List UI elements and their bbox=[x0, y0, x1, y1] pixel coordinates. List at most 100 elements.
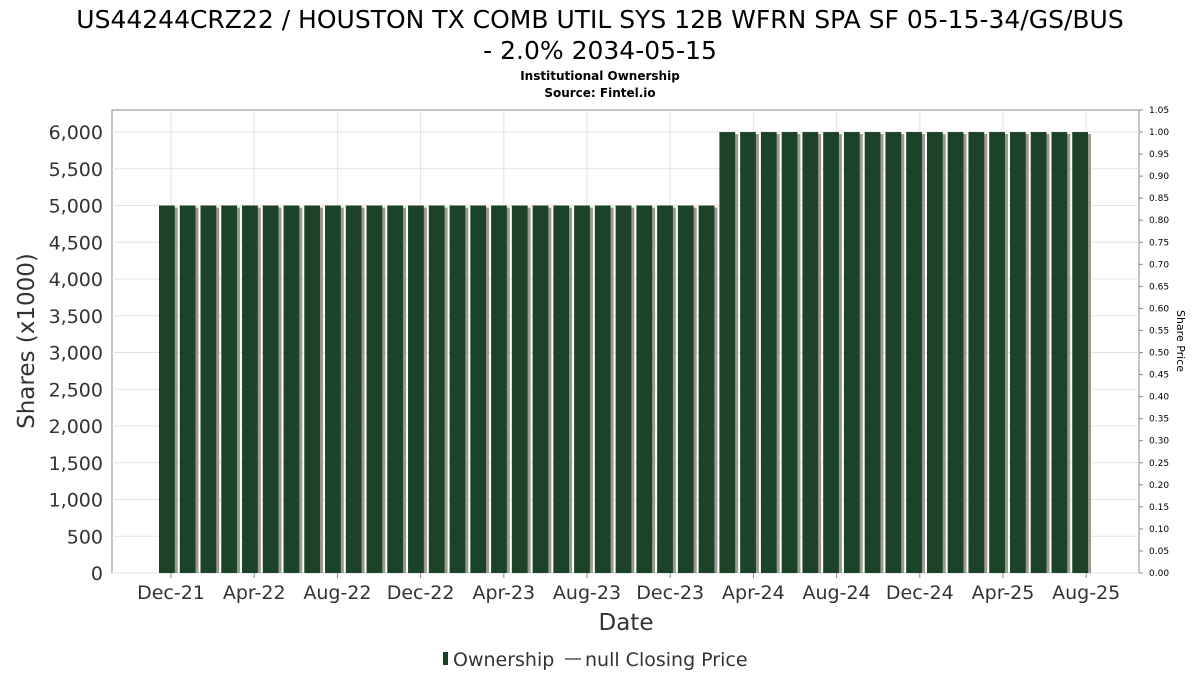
ownership-bar bbox=[698, 205, 715, 574]
ownership-bar bbox=[304, 205, 321, 574]
right-tick-label: 0.95 bbox=[1149, 150, 1169, 160]
ownership-bar bbox=[1072, 132, 1088, 574]
right-tick-label: 0.45 bbox=[1149, 371, 1169, 381]
ownership-bar bbox=[885, 132, 902, 574]
x-axis-ticks: Dec-21 Apr-22 Aug-22 Dec-22 Apr-23 Aug-23 Dec-… bbox=[137, 573, 1120, 604]
ownership-bar bbox=[926, 132, 943, 574]
ownership-bar bbox=[1009, 132, 1026, 574]
ownership-bar bbox=[594, 205, 611, 574]
ownership-bar bbox=[574, 205, 590, 574]
ownership-bar bbox=[636, 205, 653, 574]
x-tick-label: Apr-25 bbox=[972, 582, 1035, 604]
ownership-bar bbox=[491, 205, 507, 574]
ownership-bar bbox=[740, 132, 756, 574]
x-tick-label: Aug-25 bbox=[1052, 582, 1120, 604]
right-tick-label: 0.85 bbox=[1149, 194, 1169, 204]
right-tick-label: 1.05 bbox=[1149, 106, 1169, 116]
y-tick-label: 0 bbox=[91, 563, 103, 585]
y-tick-label: 3,500 bbox=[49, 306, 103, 328]
ownership-bar bbox=[366, 205, 383, 574]
right-tick-label: 1.00 bbox=[1149, 128, 1169, 138]
right-tick-label: 0.30 bbox=[1149, 437, 1169, 447]
y-tick-label: 5,500 bbox=[49, 159, 103, 181]
y-tick-label: 6,000 bbox=[49, 122, 103, 144]
x-tick-label: Aug-22 bbox=[303, 582, 371, 604]
x-tick-label: Apr-23 bbox=[472, 582, 535, 604]
ownership-bar bbox=[968, 132, 985, 574]
chart-subtitle-source: Source: Fintel.io bbox=[544, 86, 655, 100]
right-tick-label: 0.25 bbox=[1149, 459, 1169, 469]
ownership-bar bbox=[179, 205, 196, 574]
ownership-bar bbox=[864, 132, 881, 574]
ownership-bar bbox=[408, 205, 424, 574]
ownership-bar bbox=[200, 205, 217, 574]
ownership-bar bbox=[1030, 132, 1047, 574]
chart-title-line1: US44244CRZ22 / HOUSTON TX COMB UTIL SYS … bbox=[76, 5, 1123, 34]
y-tick-label: 5,000 bbox=[49, 196, 103, 218]
x-tick-label: Apr-22 bbox=[223, 582, 286, 604]
legend: Ownership null Closing Price bbox=[443, 649, 748, 671]
ownership-bar bbox=[325, 205, 341, 574]
legend-ownership-label: Ownership bbox=[453, 649, 554, 671]
ownership-bar bbox=[989, 132, 1005, 574]
ownership-bar bbox=[159, 205, 175, 574]
right-tick-label: 0.60 bbox=[1149, 304, 1169, 314]
y-tick-label: 500 bbox=[67, 526, 103, 548]
ownership-bar bbox=[553, 205, 570, 574]
ownership-bar bbox=[511, 205, 528, 574]
right-tick-label: 0.90 bbox=[1149, 172, 1169, 182]
ownership-bar bbox=[345, 205, 362, 574]
y-axis-ticks: 0 500 1,000 1,500 2,000 2,500 3,000 3,500 4,000 4… bbox=[49, 122, 103, 585]
right-tick-label: 0.15 bbox=[1149, 503, 1169, 513]
right-tick-label: 0.75 bbox=[1149, 238, 1169, 248]
ownership-bar bbox=[719, 132, 736, 574]
y-tick-label: 4,500 bbox=[49, 232, 103, 254]
ownership-bar bbox=[947, 132, 964, 574]
y-tick-label: 1,500 bbox=[49, 453, 103, 475]
ownership-bar bbox=[843, 132, 860, 574]
bars-group bbox=[159, 132, 1091, 574]
right-tick-label: 0.20 bbox=[1149, 481, 1169, 491]
ownership-bar bbox=[781, 132, 798, 574]
right-tick-label: 0.70 bbox=[1149, 260, 1169, 270]
right-tick-label: 0.80 bbox=[1149, 216, 1169, 226]
y-tick-label: 2,000 bbox=[49, 416, 103, 438]
ownership-bar bbox=[657, 205, 673, 574]
x-tick-label: Dec-24 bbox=[886, 582, 954, 604]
ownership-bar bbox=[470, 205, 487, 574]
right-tick-label: 0.40 bbox=[1149, 393, 1169, 403]
y-tick-label: 4,000 bbox=[49, 269, 103, 291]
ownership-bar bbox=[802, 132, 819, 574]
x-axis-title: Date bbox=[599, 610, 654, 636]
x-tick-label: Dec-23 bbox=[636, 582, 704, 604]
ownership-bar bbox=[242, 205, 258, 574]
ownership-bar bbox=[823, 132, 839, 574]
right-axis-ticks: 0.00 0.05 0.10 0.15 0.20 0.25 0.30 0.35 0.40 0.45… bbox=[1139, 106, 1169, 579]
x-tick-label: Apr-24 bbox=[722, 582, 785, 604]
ownership-bar bbox=[760, 132, 777, 574]
ownership-bar bbox=[221, 205, 238, 574]
x-tick-label: Aug-23 bbox=[553, 582, 621, 604]
ownership-bar bbox=[262, 205, 279, 574]
x-tick-label: Dec-21 bbox=[137, 582, 205, 604]
x-tick-label: Aug-24 bbox=[803, 582, 871, 604]
right-tick-label: 0.05 bbox=[1149, 547, 1169, 557]
ownership-bar bbox=[906, 132, 922, 574]
ownership-bar bbox=[532, 205, 549, 574]
ownership-bar bbox=[449, 205, 466, 574]
right-tick-label: 0.50 bbox=[1149, 349, 1169, 359]
y-axis-title: Shares (x1000) bbox=[14, 253, 40, 429]
legend-ownership-swatch bbox=[443, 652, 448, 665]
chart-subtitle-ownership: Institutional Ownership bbox=[520, 69, 680, 83]
right-axis-title: Share Price bbox=[1174, 310, 1187, 372]
right-tick-label: 0.00 bbox=[1149, 569, 1169, 579]
x-tick-label: Dec-22 bbox=[387, 582, 455, 604]
right-tick-label: 0.10 bbox=[1149, 525, 1169, 535]
ownership-bar bbox=[387, 205, 404, 574]
chart-title-line2: - 2.0% 2034-05-15 bbox=[483, 36, 717, 65]
right-tick-label: 0.55 bbox=[1149, 326, 1169, 336]
ownership-bar bbox=[677, 205, 694, 574]
right-tick-label: 0.35 bbox=[1149, 415, 1169, 425]
ownership-bar bbox=[283, 205, 300, 574]
